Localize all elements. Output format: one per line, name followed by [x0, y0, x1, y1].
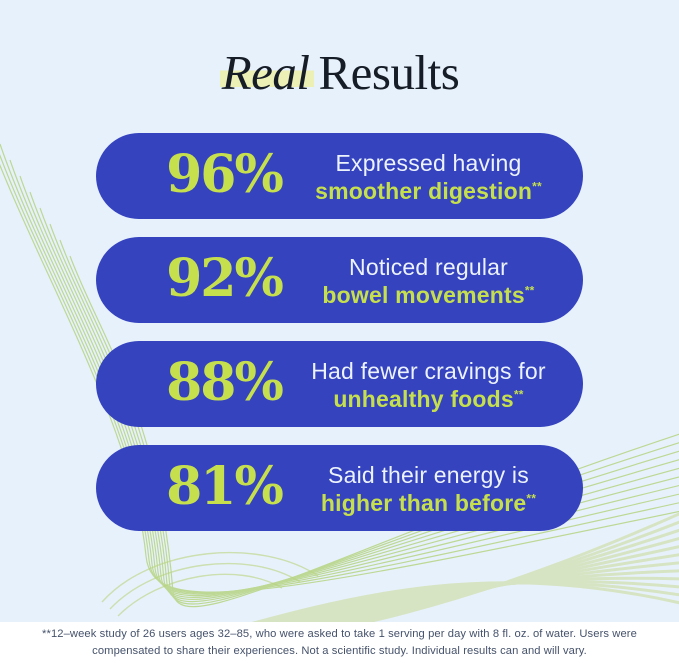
footnote-marker: ** [526, 490, 537, 505]
stat-line2: bowel movements** [322, 281, 535, 308]
stat-percent: 81% [166, 455, 284, 517]
disclaimer-line1: **12–week study of 26 users ages 32–85, … [42, 628, 637, 640]
footnote-marker: ** [524, 282, 535, 297]
stat-line1: Had fewer cravings for [311, 357, 546, 384]
page-title: Real Results [0, 45, 679, 100]
stat-description: Noticed regular bowel movements** [300, 252, 557, 309]
footnote-marker: ** [532, 178, 542, 193]
stat-line2: unhealthy foods** [333, 385, 524, 412]
stat-description: Said their energy is higher than before*… [300, 460, 557, 517]
stat-percent: 88% [166, 351, 284, 413]
stat-line2: smoother digestion** [315, 177, 542, 204]
stat-description: Expressed having smoother digestion** [300, 148, 557, 205]
title-highlighted-word: Real [219, 45, 314, 100]
stat-description: Had fewer cravings for unhealthy foods** [300, 356, 557, 413]
footnote-marker: ** [513, 386, 524, 401]
stat-line2: higher than before** [320, 489, 537, 516]
title-rest: Results [318, 45, 460, 100]
main-panel: Real Results 96% Expressed having smoothe… [0, 0, 679, 622]
disclaimer: **12–week study of 26 users ages 32–85, … [0, 622, 679, 663]
stat-pill-energy: 81% Said their energy is higher than bef… [96, 445, 583, 531]
stat-percent: 92% [166, 247, 284, 309]
stat-pill-bowel: 92% Noticed regular bowel movements** [96, 237, 583, 323]
stats-list: 96% Expressed having smoother digestion*… [96, 133, 583, 549]
stat-line1: Noticed regular [349, 253, 508, 280]
stat-pill-digestion: 96% Expressed having smoother digestion*… [96, 133, 583, 219]
stat-line1: Said their energy is [328, 461, 529, 488]
stat-pill-cravings: 88% Had fewer cravings for unhealthy foo… [96, 341, 583, 427]
stat-percent: 96% [166, 143, 284, 205]
disclaimer-line2: compensated to share their experiences. … [92, 644, 587, 657]
stat-line1: Expressed having [335, 149, 522, 176]
